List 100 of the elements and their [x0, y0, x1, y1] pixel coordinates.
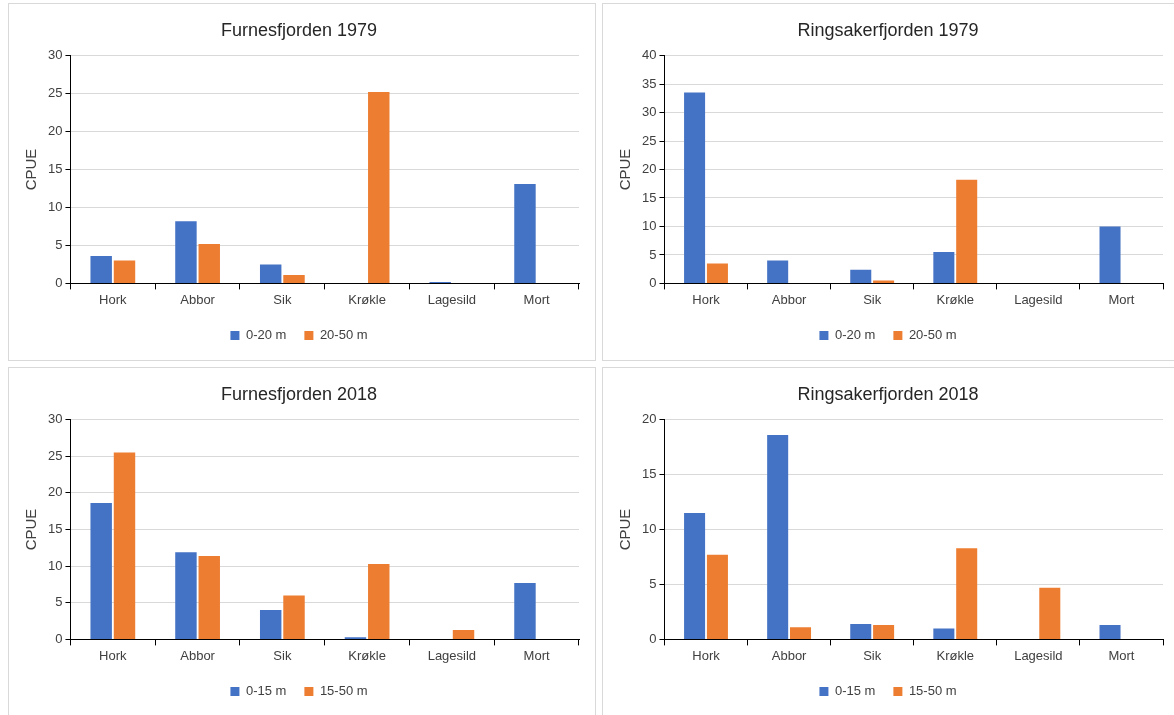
- bar: [933, 252, 955, 283]
- y-tick-label: 25: [47, 447, 63, 463]
- bar: [283, 595, 305, 639]
- x-tick-label: Hork: [99, 647, 128, 663]
- bar: [684, 92, 706, 283]
- y-tick-label: 20: [47, 123, 63, 139]
- chart-title: Furnesfjorden 2018: [220, 383, 378, 404]
- y-tick-label: 40: [641, 47, 657, 63]
- y-tick-label: 15: [47, 521, 63, 537]
- x-tick-label: Hork: [692, 647, 721, 663]
- bar: [956, 179, 978, 283]
- y-tick-label: 5: [649, 576, 657, 592]
- bar: [1099, 625, 1121, 639]
- bar: [259, 264, 282, 283]
- x-tick-label: Hork: [692, 291, 721, 307]
- bar: [368, 92, 390, 283]
- bar: [850, 624, 872, 639]
- x-tick-label: Abbor: [771, 647, 808, 663]
- x-tick-label: Mort: [1108, 291, 1135, 307]
- x-tick-label: Lagesild: [1014, 647, 1063, 663]
- x-tick-label: Abbor: [180, 291, 216, 307]
- y-tick-label: 5: [649, 246, 657, 262]
- x-tick-label: Hork: [99, 291, 128, 307]
- bar: [259, 610, 282, 639]
- y-axis-title: CPUE: [616, 148, 634, 191]
- y-axis-title: CPUE: [22, 508, 40, 551]
- bar: [933, 628, 955, 639]
- x-tick-label: Krøkle: [936, 647, 975, 663]
- bar: [90, 256, 112, 283]
- bar: [514, 582, 536, 639]
- x-tick-label: Mort: [1108, 647, 1135, 663]
- x-tick-label: Lagesild: [427, 291, 477, 307]
- legend-label: 15-50 m: [319, 683, 368, 699]
- y-tick-label: 15: [47, 161, 63, 177]
- bar: [514, 183, 536, 283]
- bar: [956, 548, 978, 639]
- x-tick-label: Krøkle: [348, 647, 386, 663]
- y-tick-label: 10: [47, 557, 63, 573]
- legend-label: 20-50 m: [908, 327, 957, 343]
- x-tick-label: Sik: [863, 291, 882, 307]
- bar: [175, 221, 197, 283]
- bar: [368, 563, 390, 639]
- x-tick-label: Krøkle: [348, 291, 386, 307]
- x-tick-label: Mort: [523, 647, 551, 663]
- bar: [1099, 226, 1121, 283]
- y-tick-label: 20: [641, 411, 657, 427]
- legend-label: 0-15 m: [245, 683, 287, 699]
- y-tick-label: 15: [641, 466, 657, 482]
- y-tick-label: 25: [641, 132, 657, 148]
- chart-title: Furnesfjorden 1979: [220, 19, 378, 40]
- y-tick-label: 0: [649, 274, 657, 290]
- y-tick-label: 30: [641, 104, 657, 120]
- y-tick-label: 5: [55, 237, 63, 253]
- x-tick-label: Sik: [273, 291, 292, 307]
- bar: [873, 625, 895, 639]
- bar: [1039, 587, 1061, 639]
- x-tick-label: Lagesild: [1014, 291, 1063, 307]
- bar: [452, 629, 475, 639]
- y-tick-label: 25: [47, 85, 63, 101]
- bar: [790, 627, 812, 639]
- y-tick-label: 35: [641, 75, 657, 91]
- bar: [113, 260, 136, 283]
- bar: [767, 434, 789, 639]
- y-tick-label: 10: [641, 218, 657, 234]
- y-tick-label: 10: [47, 199, 63, 215]
- y-tick-label: 5: [55, 594, 63, 610]
- y-tick-label: 30: [47, 411, 63, 427]
- chart-title: Ringsakerfjorden 2018: [797, 383, 979, 404]
- y-tick-label: 10: [641, 521, 657, 537]
- bar: [198, 243, 220, 283]
- y-tick-label: 0: [649, 630, 657, 646]
- x-tick-label: Sik: [863, 647, 882, 663]
- bar: [283, 275, 305, 283]
- x-tick-label: Krøkle: [936, 291, 975, 307]
- bar: [684, 513, 706, 639]
- y-tick-label: 30: [47, 47, 63, 63]
- legend-label: 0-20 m: [834, 327, 876, 343]
- y-tick-label: 20: [47, 484, 63, 500]
- legend-label: 15-50 m: [908, 683, 957, 699]
- bar: [850, 269, 872, 283]
- bar: [90, 503, 112, 639]
- y-tick-label: 15: [641, 189, 657, 205]
- bar: [706, 554, 728, 639]
- x-tick-label: Mort: [523, 291, 551, 307]
- x-tick-label: Sik: [273, 647, 292, 663]
- y-tick-label: 20: [641, 161, 657, 177]
- y-axis-title: CPUE: [22, 148, 40, 191]
- bar: [706, 263, 728, 283]
- legend-label: 0-15 m: [834, 683, 876, 699]
- bar: [767, 260, 789, 283]
- legend-label: 20-50 m: [319, 327, 368, 343]
- y-axis-title: CPUE: [616, 508, 634, 551]
- chart-title: Ringsakerfjorden 1979: [797, 19, 979, 40]
- bar: [113, 452, 136, 639]
- x-tick-label: Abbor: [180, 647, 216, 663]
- bar: [175, 552, 197, 639]
- legend-label: 0-20 m: [245, 327, 287, 343]
- y-tick-label: 0: [55, 274, 63, 290]
- bar: [198, 555, 220, 639]
- x-tick-label: Abbor: [771, 291, 808, 307]
